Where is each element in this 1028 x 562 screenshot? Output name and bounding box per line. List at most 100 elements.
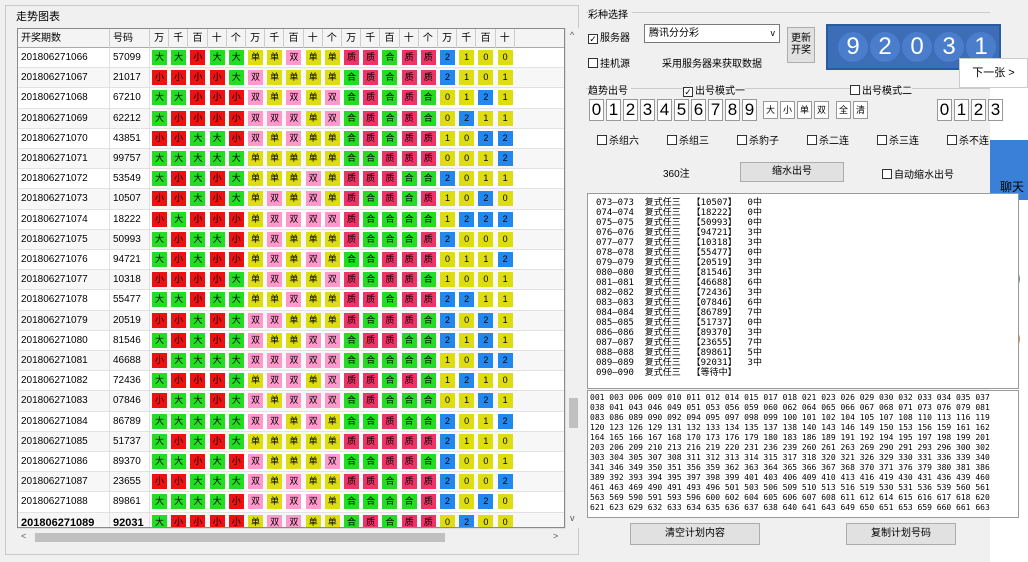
column-header[interactable]: 个 [419, 29, 438, 48]
filter-checkbox[interactable]: 杀不连 [947, 132, 989, 147]
lottery-select[interactable]: 腾讯分分彩 v [644, 24, 780, 43]
hang-checkbox[interactable]: 挂机源 [588, 55, 630, 70]
column-header[interactable]: 千 [457, 29, 477, 48]
digit-button[interactable]: 2 [623, 99, 638, 121]
mode-button[interactable]: 单 [797, 101, 812, 119]
update-button[interactable]: 更新开奖 [787, 27, 815, 63]
digit-button[interactable]: 0 [937, 99, 952, 121]
mode2-check-icon[interactable] [850, 85, 860, 95]
column-header[interactable]: 万 [342, 29, 362, 48]
server-check-icon[interactable]: ✓ [588, 34, 598, 44]
column-header[interactable]: 开奖期数 [18, 29, 110, 48]
vertical-scrollbar[interactable]: ^ v [565, 28, 581, 528]
column-header[interactable]: 万 [438, 29, 458, 48]
filter-check-icon[interactable] [947, 135, 957, 145]
column-header[interactable]: 千 [265, 29, 285, 48]
table-row[interactable]: 201806271066 57099 大大小大大单单双单单质质合质质 2 1 0 0 [18, 48, 564, 69]
table-row[interactable]: 201806271068 67210 大大小小小双单双单双合质合质合 0 1 2 1 [18, 88, 564, 110]
column-header[interactable]: 十 [304, 29, 323, 48]
table-row[interactable]: 201806271071 99757 大大大大大单单单单单合合质质质 0 0 1 2 [18, 149, 564, 170]
table-row[interactable]: 201806271069 62212 大小小小小双双双单双合质合质合 0 2 1 1 [18, 108, 564, 130]
scroll-right-icon[interactable]: > [553, 531, 559, 541]
table-row[interactable]: 201806271075 50993 大小大大小单双单单单质合合合质 2 0 0 0 [18, 229, 564, 251]
digit-button[interactable]: 9 [742, 99, 757, 121]
column-header[interactable]: 万 [150, 29, 170, 48]
shrink-button[interactable]: 缩水出号 [740, 162, 844, 182]
table-row[interactable]: 201806271077 10318 小小小小大单双单单双质合质质合 1 0 0 1 [18, 270, 564, 292]
filter-checkbox[interactable]: 杀组三 [667, 132, 709, 147]
table-row[interactable]: 201806271081 46688 小大大大大双双双双双合合合合合 1 0 2 2 [18, 351, 564, 372]
filter-check-icon[interactable] [667, 135, 677, 145]
digit-button[interactable]: 4 [657, 99, 672, 121]
column-header[interactable]: 个 [323, 29, 342, 48]
filter-checkbox[interactable]: 杀三连 [877, 132, 919, 147]
table-row[interactable]: 201806271088 89861 大大大大小双单双双单合合合合质 2 0 2 0 [18, 492, 564, 514]
column-header[interactable]: 万 [246, 29, 266, 48]
column-header[interactable]: 百 [188, 29, 208, 48]
digit-button[interactable]: 1 [606, 99, 621, 121]
scroll-down-icon[interactable]: v [570, 513, 575, 523]
table-row[interactable]: 201806271089 92031 大小小小小单双双单单合质合质质 0 2 0 0 [18, 512, 564, 527]
hscroll-thumb[interactable] [35, 533, 445, 542]
column-header[interactable]: 个 [227, 29, 246, 48]
digit-button[interactable]: 0 [589, 99, 604, 121]
column-header[interactable]: 十 [208, 29, 227, 48]
column-header[interactable]: 百 [284, 29, 304, 48]
digit-button[interactable]: 3 [640, 99, 655, 121]
auto-shrink-check-icon[interactable] [882, 169, 892, 179]
table-row[interactable]: 201806271078 55477 大大小大大单单双单单质质合质质 2 2 1 1 [18, 290, 564, 312]
table-row[interactable]: 201806271087 23655 小小大大大双单双单单质质合质质 2 0 0 2 [18, 472, 564, 494]
horizontal-scrollbar[interactable]: < > [17, 528, 565, 545]
mode-button[interactable]: 全 [836, 101, 851, 119]
mode-button[interactable]: 清 [853, 101, 868, 119]
digit-button[interactable]: 3 [988, 99, 1003, 121]
plan-textbox[interactable]: 073—073 复式任三 【10507】 0中 074—074 复式任三 【182… [587, 193, 1019, 389]
scroll-up-icon[interactable]: ^ [570, 30, 575, 40]
filter-check-icon[interactable] [877, 135, 887, 145]
mode2-checkbox[interactable]: 出号模式二 [850, 82, 912, 97]
table-row[interactable]: 201806271072 53549 大小大小大单单单双单质质质合合 2 0 1 1 [18, 169, 564, 191]
table-row[interactable]: 201806271084 86789 大大大大大双双单双单合合质合合 2 0 1 2 [18, 411, 564, 433]
column-header[interactable]: 千 [361, 29, 381, 48]
hang-check-icon[interactable] [588, 58, 598, 68]
table-row[interactable]: 201806271083 07846 小大大小大双单双双双合质合合合 0 1 2 1 [18, 391, 564, 413]
digit-button[interactable]: 8 [725, 99, 740, 121]
chat-label[interactable]: 聊天 [1000, 180, 1025, 194]
table-row[interactable]: 201806271085 51737 大小大小大单单单单单质质质质质 2 1 1 0 [18, 431, 564, 453]
filter-check-icon[interactable] [737, 135, 747, 145]
table-row[interactable]: 201806271076 94721 大小大小小单双单双单合合质质质 0 1 1 2 [18, 250, 564, 271]
mode1-checkbox[interactable]: ✓ 出号模式一 [683, 82, 745, 97]
scroll-thumb[interactable] [569, 398, 578, 428]
mode-button[interactable]: 大 [763, 101, 778, 119]
column-header[interactable]: 十 [400, 29, 419, 48]
mode-button[interactable]: 小 [780, 101, 795, 119]
next-button[interactable]: 下一张 > [959, 58, 1028, 88]
table-row[interactable]: 201806271080 81546 大小大小大双单单双双合质质合合 2 1 2 1 [18, 330, 564, 352]
filter-checkbox[interactable]: 杀二连 [807, 132, 849, 147]
column-header[interactable]: 千 [169, 29, 189, 48]
auto-shrink-checkbox[interactable]: 自动缩水出号 [882, 166, 954, 181]
filter-check-icon[interactable] [807, 135, 817, 145]
table-row[interactable]: 201806271073 10507 小小大小大单双单双单质合质合质 1 0 2 0 [18, 189, 564, 211]
digit-button[interactable]: 5 [674, 99, 689, 121]
table-row[interactable]: 201806271079 20519 小小大小大双双单单单质合质质合 2 0 2 1 [18, 310, 564, 332]
server-checkbox[interactable]: ✓ 服务器 [588, 29, 630, 44]
column-header[interactable]: 号码 [110, 29, 150, 48]
column-header[interactable]: 百 [380, 29, 400, 48]
mode1-check-icon[interactable]: ✓ [683, 87, 693, 97]
clear-plan-button[interactable]: 清空计划内容 [630, 523, 760, 545]
digit-button[interactable]: 1 [954, 99, 969, 121]
copy-numbers-button[interactable]: 复制计划号码 [846, 523, 956, 545]
scroll-left-icon[interactable]: < [21, 531, 27, 541]
table-row[interactable]: 201806271067 21017 小小小小大双单单单单合质合质质 2 1 0 1 [18, 68, 564, 90]
digit-button[interactable]: 6 [691, 99, 706, 121]
filter-checkbox[interactable]: 杀豹子 [737, 132, 779, 147]
table-row[interactable]: 201806271082 72436 大小小小大单双双单双质质合质合 1 2 1 0 [18, 371, 564, 393]
column-header[interactable]: 十 [496, 29, 515, 48]
filter-checkbox[interactable]: 杀组六 [597, 132, 639, 147]
table-row[interactable]: 201806271070 43851 小小大大小双单双单单合质合质质 1 0 2 2 [18, 128, 564, 150]
column-header[interactable]: 百 [476, 29, 496, 48]
trend-table[interactable]: 开奖期数 号码万千百十个万千百十个万千百十个万千百十 201806271066 57… [17, 28, 565, 528]
digit-button[interactable]: 2 [971, 99, 986, 121]
table-row[interactable]: 201806271086 89370 大大小大小双单单单双合合质质合 2 0 0 1 [18, 452, 564, 473]
